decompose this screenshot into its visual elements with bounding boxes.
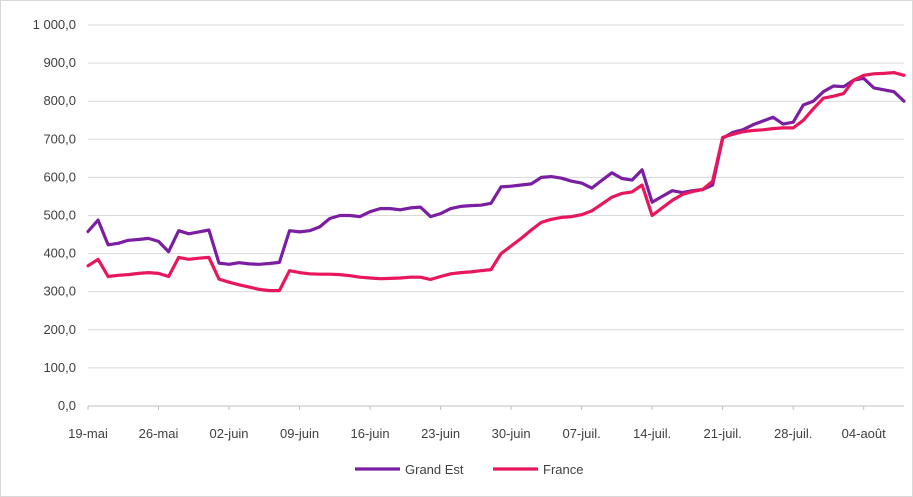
x-tick-label: 07-juil.: [562, 426, 600, 441]
x-tick-label: 30-juin: [492, 426, 531, 441]
y-axis-ticks: 0,0 100,0 200,0 300,0 400,0 500,0 600,0 700,0 80…: [33, 17, 76, 413]
x-tick-label: 14-juil.: [633, 426, 671, 441]
series-line-grand-est: [86, 76, 906, 266]
y-tick-label: 700,0: [43, 131, 76, 146]
legend: Grand Est France: [355, 462, 583, 477]
legend-label: Grand Est: [405, 462, 464, 477]
x-tick-label: 04-août: [842, 426, 886, 441]
y-tick-label: 400,0: [43, 246, 76, 261]
x-axis-ticks: 19-mai 26-mai 02-juin 09-juin 16-juin 23-juin…: [68, 406, 886, 441]
y-tick-label: 200,0: [43, 322, 76, 337]
y-tick-label: 100,0: [43, 360, 76, 375]
gridlines: [88, 24, 904, 407]
x-tick-label: 19-mai: [68, 426, 108, 441]
y-tick-label: 0,0: [58, 398, 76, 413]
x-tick-label: 28-juil.: [774, 426, 812, 441]
y-tick-label: 1 000,0: [33, 17, 76, 32]
x-tick-label: 09-juin: [280, 426, 319, 441]
x-tick-label: 02-juin: [210, 426, 249, 441]
legend-label: France: [543, 462, 583, 477]
y-tick-label: 300,0: [43, 284, 76, 299]
y-tick-label: 500,0: [43, 208, 76, 223]
y-tick-label: 800,0: [43, 93, 76, 108]
y-tick-label: 900,0: [43, 55, 76, 70]
y-tick-label: 600,0: [43, 169, 76, 184]
x-tick-label: 23-juin: [421, 426, 460, 441]
series-lines: [86, 70, 906, 293]
x-tick-label: 21-juil.: [704, 426, 742, 441]
x-tick-label: 16-juin: [351, 426, 390, 441]
series-line-france: [86, 70, 906, 293]
x-tick-label: 26-mai: [139, 426, 179, 441]
